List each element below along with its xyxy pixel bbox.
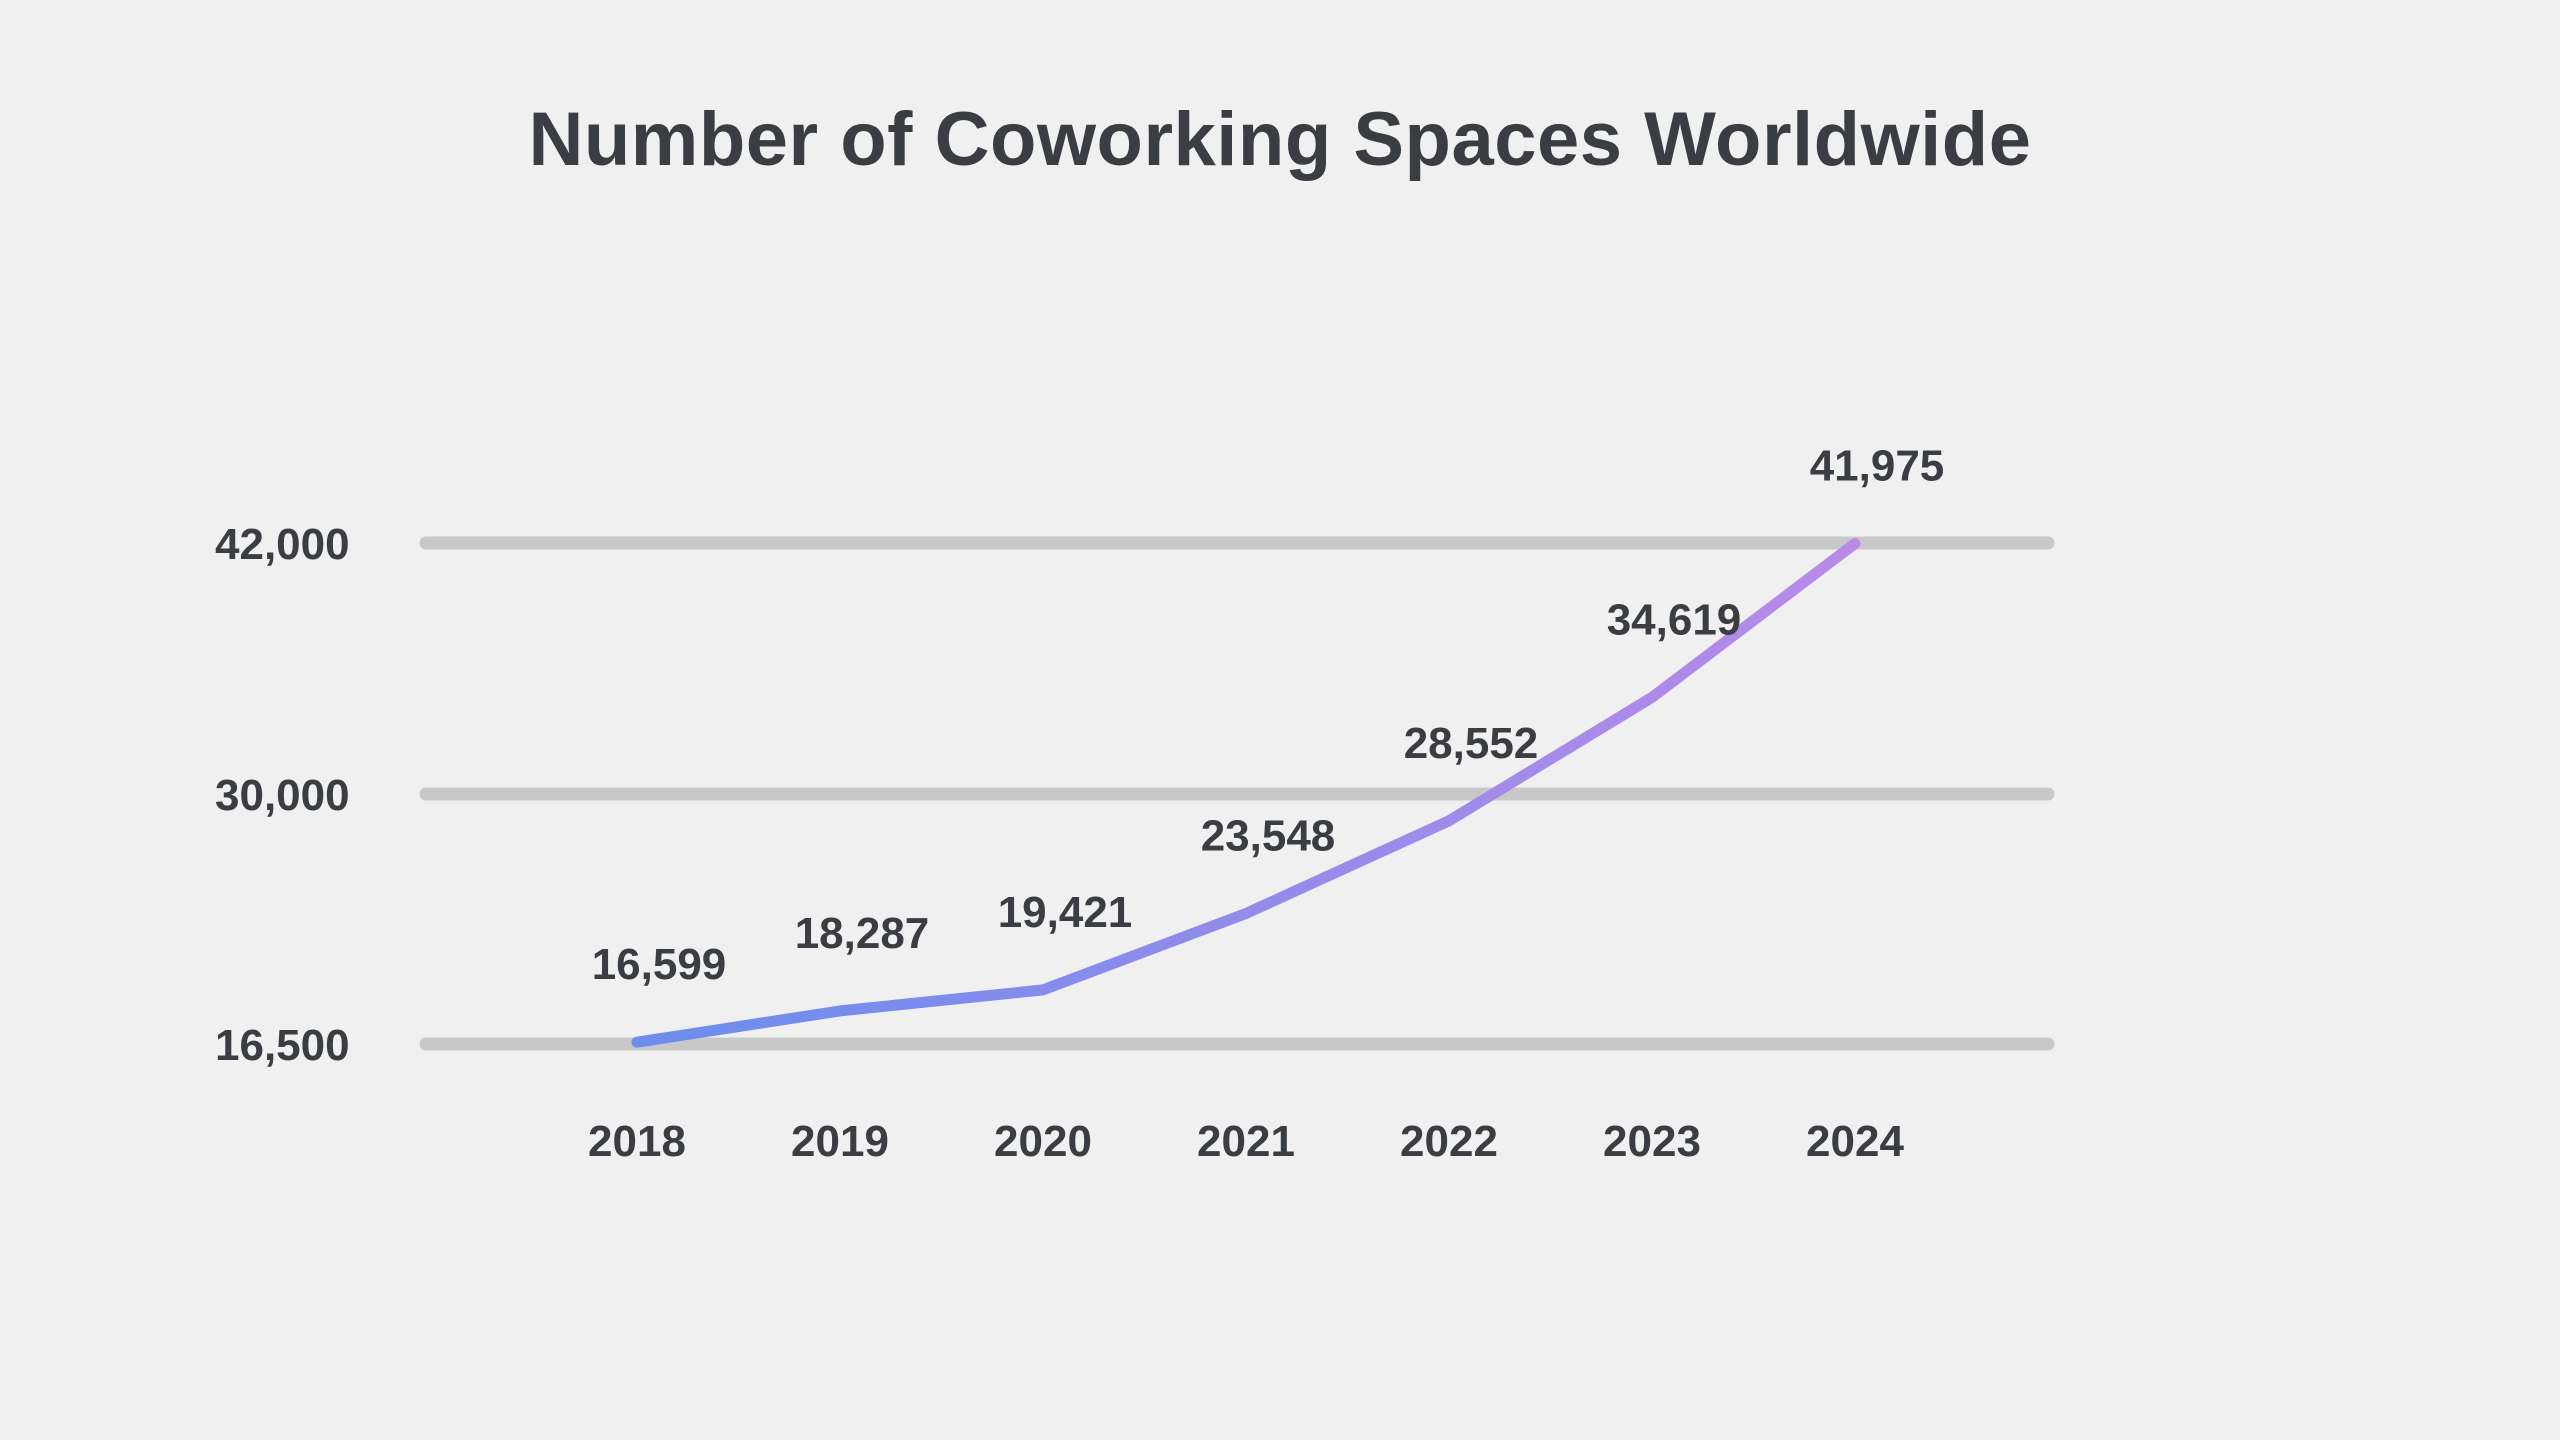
x-axis-tick-labels: 2018 2019 2020 2021 2022 2023 2024 <box>588 1117 1904 1166</box>
series-line <box>631 538 1861 1048</box>
x-tick-label: 2018 <box>588 1117 686 1166</box>
y-tick-label: 30,000 <box>215 771 350 820</box>
y-axis-tick-labels: 16,500 30,000 42,000 <box>215 520 350 1070</box>
x-tick-label: 2019 <box>791 1117 889 1166</box>
data-label: 41,975 <box>1810 442 1945 491</box>
y-tick-label: 16,500 <box>215 1021 350 1070</box>
data-label: 34,619 <box>1607 595 1742 644</box>
x-tick-label: 2023 <box>1603 1117 1701 1166</box>
x-tick-label: 2021 <box>1197 1117 1295 1166</box>
x-tick-label: 2020 <box>994 1117 1092 1166</box>
gridlines <box>419 536 2055 1051</box>
data-label: 18,287 <box>795 909 930 958</box>
x-tick-label: 2024 <box>1806 1117 1904 1166</box>
y-tick-label: 42,000 <box>215 520 350 569</box>
data-label: 28,552 <box>1404 719 1539 768</box>
x-tick-label: 2022 <box>1400 1117 1498 1166</box>
data-label: 16,599 <box>592 940 727 989</box>
data-labels: 16,599 18,287 19,421 23,548 28,552 34,619 41,9… <box>592 442 1945 990</box>
data-label: 19,421 <box>998 888 1133 937</box>
data-series <box>631 538 1861 1048</box>
chart-title: Number of Coworking Spaces Worldwide <box>528 97 2032 182</box>
data-label: 23,548 <box>1201 811 1336 860</box>
